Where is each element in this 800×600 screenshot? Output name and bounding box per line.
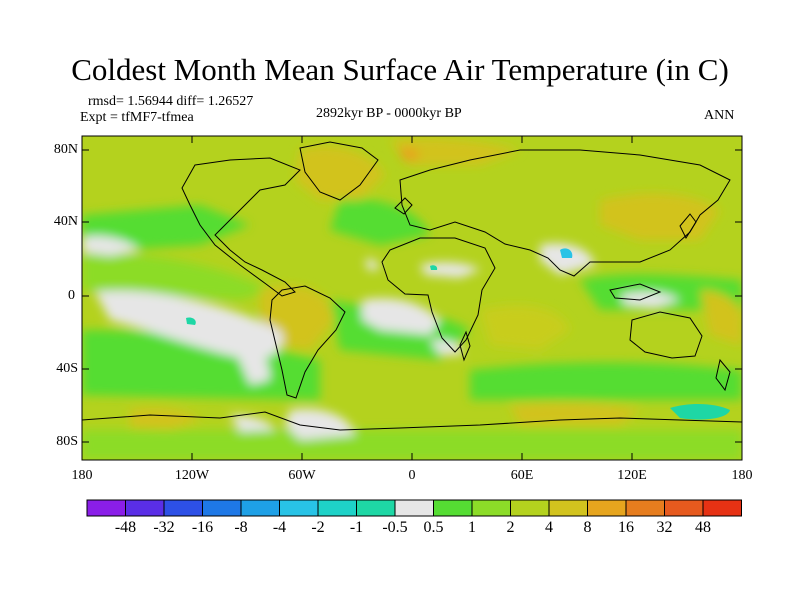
field-region-gulf-guinea-neutral	[362, 298, 440, 335]
field-region-canary-neutral	[365, 259, 379, 270]
field-region-pacific-cool	[186, 317, 196, 325]
colorbar-box-0	[86, 499, 126, 517]
field-region-north-pacific-neutral	[82, 235, 140, 256]
colorbar-box-6	[317, 499, 357, 517]
lat-label-40s: 40S	[56, 361, 78, 376]
colorbar-label: -1	[349, 519, 364, 536]
colorbar-label: 32	[656, 519, 673, 536]
field-region-peru-neutral	[230, 330, 270, 385]
lon-label-180-right: 180	[731, 468, 753, 483]
lon-label-60w: 60W	[288, 468, 316, 483]
field-region-greenland-warm	[295, 146, 385, 200]
field-region-antarctic-cool	[670, 404, 730, 420]
colorbar-label: -4	[272, 519, 287, 536]
experiment-label: Expt = tfMF7-tfmea	[80, 110, 194, 125]
colorbar-box-14	[625, 499, 665, 517]
field-region-antarctic-peninsula-neutral	[230, 415, 275, 432]
lon-ticks	[191, 136, 633, 460]
field-region-indian-ocean-warm	[480, 305, 570, 350]
colorbar-box-15	[664, 499, 704, 517]
lat-label-40n: 40N	[53, 214, 78, 229]
field-region-antarctic-green	[82, 430, 742, 460]
coastlines	[82, 141, 742, 431]
coastline-japan	[679, 213, 697, 240]
colorbar-label: 2	[506, 519, 515, 536]
period-label: 2892kyr BP - 0000kyr BP	[316, 106, 462, 121]
field-region-pacific-tropic	[82, 254, 270, 300]
coastline-britain	[394, 197, 413, 215]
colorbar-label: 1	[468, 519, 476, 536]
colorbar-label: 4	[545, 519, 553, 536]
field-region-dateline-warm	[700, 290, 742, 345]
coastline-antarctica	[82, 411, 742, 431]
lon-label-0: 0	[408, 468, 416, 483]
lat-label-80s: 80S	[56, 434, 78, 449]
lat-label-80n: 80N	[53, 142, 78, 157]
field-region-weddell-neutral	[285, 408, 355, 440]
coastline-greenland	[299, 141, 379, 201]
colorbar-box-4	[240, 499, 280, 517]
colorbar-box-1	[125, 499, 165, 517]
colorbar-label: -16	[191, 519, 214, 536]
coastline-madagascar	[459, 330, 471, 362]
colorbar-box-2	[163, 499, 203, 517]
colorbar-label: -48	[114, 519, 137, 536]
field-region-indonesia-neutral	[620, 291, 680, 308]
colorbar-label: -8	[234, 519, 248, 536]
field-region-pacific-north-green	[82, 205, 250, 250]
colorbar-box-9	[433, 499, 473, 517]
colorbar-box-10	[471, 499, 511, 517]
coastline-north-america	[181, 157, 301, 297]
coastline-indonesia	[609, 283, 662, 301]
field-region-india-cool	[560, 248, 573, 258]
coastline-australia	[629, 311, 703, 359]
field-region-india-neutral	[540, 243, 595, 275]
colorbar-label: 16	[618, 519, 634, 536]
colorbar-box-13	[587, 499, 627, 517]
lat-ticks	[82, 149, 742, 443]
temperature-field	[82, 136, 742, 460]
season-label: ANN	[704, 108, 735, 123]
colorbar-label: 48	[695, 519, 711, 536]
colorbar-box-11	[510, 499, 550, 517]
colorbar-label: 8	[583, 519, 592, 536]
lon-label-180-left: 180	[71, 468, 93, 483]
field-region-ross-sea-warm	[130, 408, 200, 430]
colorbar-box-16	[702, 499, 742, 517]
lon-label-60e: 60E	[510, 468, 534, 483]
coastline-new-zealand	[715, 358, 731, 392]
map-title: Coldest Month Mean Surface Air Temperatu…	[71, 52, 729, 87]
colorbar-label: -32	[153, 519, 175, 536]
colorbar-box-12	[548, 499, 588, 517]
field-region-arctic-hotspot	[398, 147, 420, 162]
field-region-southern-ocean-warm	[510, 402, 640, 425]
lon-label-120e: 120E	[617, 468, 647, 483]
colorbar-label: 0.5	[423, 519, 444, 536]
colorbar-label: -2	[311, 519, 325, 536]
colorbar-box-7	[356, 499, 396, 517]
field-region-southern-ocean-green	[470, 362, 742, 400]
colorbar-box-3	[202, 499, 242, 517]
colorbar-box-8	[394, 499, 434, 517]
lat-label-0: 0	[68, 288, 75, 303]
field-region-east-asia-warm	[600, 193, 720, 240]
colorbar-box-5	[279, 499, 319, 517]
colorbar	[86, 499, 742, 517]
colorbar-label: -0.5	[382, 519, 408, 536]
field-region-atlantic-green	[330, 199, 430, 245]
coastline-eurasia	[399, 149, 731, 277]
field-region-sahel-cool	[430, 265, 438, 270]
coastline-south-america	[269, 285, 346, 399]
field-region-arctic-warm	[390, 138, 520, 165]
lon-label-120w: 120W	[174, 468, 210, 483]
rmsd-diff-stat: rmsd= 1.56944 diff= 1.26527	[88, 94, 254, 109]
